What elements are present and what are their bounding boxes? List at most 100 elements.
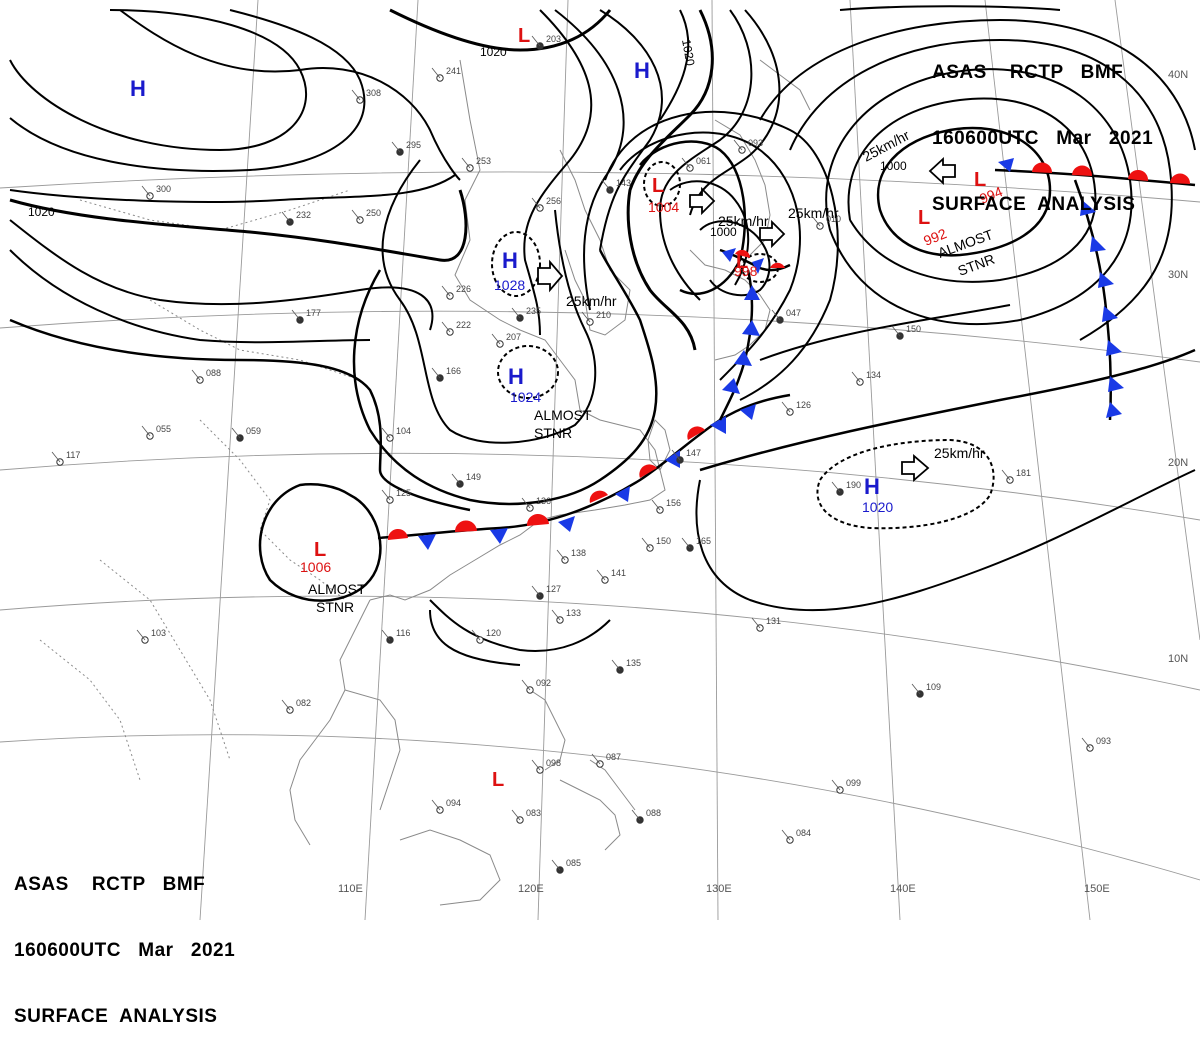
station-pressure-value: 190 (846, 480, 861, 490)
lat-30-label: 30N (1168, 269, 1188, 281)
station-wind-barb (521, 679, 531, 691)
chart-header-bottom: ASAS RCTP BMF 160600UTC Mar 2021 SURFACE… (14, 830, 235, 1050)
header-line-3: SURFACE ANALYSIS (14, 1006, 218, 1027)
station-pressure-value: 166 (446, 366, 461, 376)
low-center-marker: L (918, 207, 930, 229)
station-pressure-value: 232 (296, 210, 311, 220)
station-pressure-value: 116 (396, 628, 410, 638)
station-wind-barb (611, 659, 621, 671)
station-wind-barb (551, 609, 561, 621)
station-pressure-value: 150 (906, 324, 921, 334)
high-center-marker: H (634, 58, 650, 83)
station-wind-barb (531, 197, 541, 209)
station-wind-barb (781, 401, 791, 413)
motion-label-1028: 25km/hr (566, 293, 617, 309)
station-pressure-value: 134 (866, 370, 881, 380)
station-pressure-value: 092 (536, 678, 551, 688)
occluded-front-japan (719, 248, 791, 274)
pressure-centers: H H H H H L L L L L L L (130, 25, 986, 791)
station-pressure-value: 084 (796, 828, 811, 838)
station-wind-barb (1081, 737, 1091, 749)
station-pressure-value: 256 (546, 196, 561, 206)
station-pressure-value: 083 (526, 808, 541, 818)
station-wind-barb (751, 617, 761, 629)
station-wind-barb (231, 427, 241, 439)
warm-front-east (994, 158, 1196, 187)
low-value-1006: 1006 (300, 559, 331, 575)
station-pressure-value: 149 (466, 472, 481, 482)
station-wind-barb (911, 683, 921, 695)
lon-140-label: 140E (890, 883, 916, 895)
station-pressure-value: 226 (456, 284, 471, 294)
station-pressure-value: 087 (606, 752, 621, 762)
status-label-line2: STNR (534, 425, 572, 441)
motion-arrows (537, 156, 956, 482)
station-pressure-value: 085 (566, 858, 581, 868)
station-pressure-value: 126 (796, 400, 811, 410)
low-center-marker: L (736, 251, 748, 273)
header-line-2: 160600UTC Mar 2021 (14, 940, 236, 961)
station-wind-barb (631, 809, 641, 821)
station-wind-barb (191, 369, 201, 381)
station-wind-barb (511, 307, 521, 319)
station-pressure-value: 210 (596, 310, 611, 320)
station-pressure-value: 103 (151, 628, 166, 638)
station-wind-barb (851, 371, 861, 383)
station-wind-barb (811, 215, 821, 227)
longitude-labels: 110E 120E 130E 140E 150E (338, 883, 1110, 895)
station-pressure-value: 253 (476, 156, 491, 166)
station-wind-barb (733, 139, 743, 151)
header-line-1: ASAS RCTP BMF (14, 874, 206, 895)
station-wind-barb (581, 311, 591, 323)
station-wind-barb (1001, 469, 1011, 481)
station-wind-barb (641, 537, 651, 549)
station-wind-barb (681, 157, 691, 169)
station-pressure-value: 055 (156, 424, 171, 434)
station-pressure-value: 207 (506, 332, 521, 342)
station-wind-barb (351, 89, 361, 101)
station-pressure-value: 165 (696, 536, 711, 546)
low-center-marker: L (974, 169, 986, 191)
station-pressure-value: 094 (446, 798, 461, 808)
status-label-line2: STNR (316, 599, 354, 615)
station-pressure-value: 098 (546, 758, 561, 768)
station-wind-barb (556, 549, 566, 561)
isobars (9, 5, 1196, 666)
station-pressure-value: 300 (156, 184, 171, 194)
station-wind-barb (51, 451, 61, 463)
station-pressure-value: 150 (656, 536, 671, 546)
low-center-marker: L (652, 175, 664, 197)
station-wind-barb (531, 585, 541, 597)
motion-arrow-994 (928, 156, 956, 186)
station-pressure-value: 295 (406, 140, 421, 150)
station-wind-barb (451, 473, 461, 485)
station-wind-barb (431, 367, 441, 379)
station-wind-barb (596, 569, 606, 581)
status-label-line1: ALMOST (308, 581, 366, 597)
high-value-1024: 1024 (510, 389, 541, 405)
station-plots: 203 241 308 295 253 256 143 061 093 232 250 300 177 2… (51, 34, 1111, 874)
station-wind-barb (381, 629, 391, 641)
station-wind-barb (441, 321, 451, 333)
station-pressure-value: 135 (626, 658, 641, 668)
station-pressure-value: 222 (456, 320, 471, 330)
isobar-label-1020-top: 1020 (480, 45, 507, 59)
station-pressure-value: 120 (486, 628, 501, 638)
station-pressure-value: 141 (611, 568, 626, 578)
station-wind-barb (281, 211, 291, 223)
low-center-marker: L (492, 769, 504, 791)
station-wind-barb (471, 629, 481, 641)
station-pressure-value: 177 (306, 308, 321, 318)
lon-150-label: 150E (1084, 883, 1110, 895)
station-wind-barb (351, 209, 361, 221)
isobar-label-1020-left: 1020 (28, 205, 55, 219)
header-line-2: 160600UTC Mar 2021 (932, 128, 1154, 149)
station-wind-barb (431, 67, 441, 79)
station-pressure-value: 156 (666, 498, 681, 508)
station-pressure-value: 147 (686, 448, 701, 458)
low-center-marker: L (518, 25, 530, 47)
station-pressure-value: 109 (926, 682, 941, 692)
station-pressure-value: 181 (1016, 468, 1031, 478)
lon-110-label: 110E (338, 883, 363, 895)
station-pressure-value: 235 (526, 306, 541, 316)
